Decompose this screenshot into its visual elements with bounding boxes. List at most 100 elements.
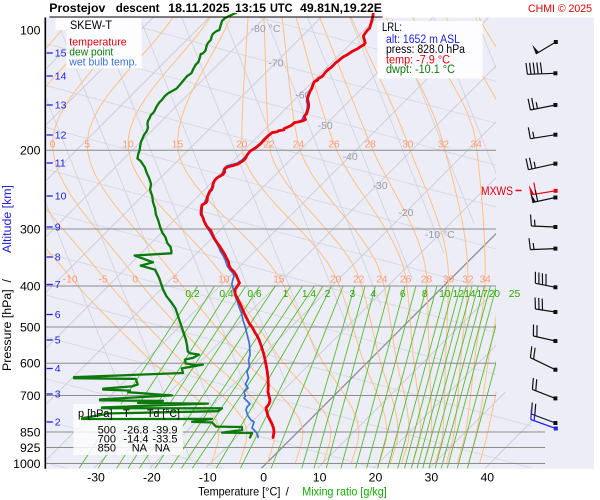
svg-text:Temperature [°C]: Temperature [°C]: [198, 486, 280, 499]
svg-text:-10 °C: -10 °C: [425, 229, 455, 241]
svg-text:6: 6: [400, 289, 406, 300]
svg-text:1.4: 1.4: [302, 289, 317, 300]
svg-text:49.81N,19.22E: 49.81N,19.22E: [300, 1, 382, 15]
svg-text:8: 8: [422, 289, 428, 300]
svg-text:/: /: [286, 486, 290, 499]
svg-text:12: 12: [55, 130, 67, 142]
svg-text:alt: 1652 m ASL: alt: 1652 m ASL: [386, 34, 461, 46]
svg-text:500: 500: [20, 320, 41, 334]
svg-text:700: 700: [20, 389, 41, 403]
svg-text:10: 10: [313, 471, 327, 485]
svg-text:25: 25: [509, 289, 521, 300]
svg-text:-5: -5: [99, 274, 108, 285]
svg-text:0.4: 0.4: [219, 289, 234, 300]
svg-text:22: 22: [353, 274, 365, 285]
svg-text:3: 3: [55, 389, 61, 401]
svg-text:13:15: 13:15: [235, 1, 266, 15]
svg-text:24: 24: [293, 139, 305, 150]
svg-text:5: 5: [55, 335, 61, 347]
svg-text:-70: -70: [268, 57, 283, 69]
svg-text:Td [°C]: Td [°C]: [147, 408, 180, 420]
svg-text:8: 8: [55, 252, 61, 264]
svg-text:925: 925: [20, 441, 41, 455]
svg-text:LRL:: LRL:: [382, 22, 402, 34]
svg-text:32: 32: [462, 274, 474, 285]
svg-text:34: 34: [479, 274, 491, 285]
svg-text:0: 0: [50, 139, 56, 150]
svg-text:-10: -10: [63, 274, 78, 285]
svg-text:-10: -10: [199, 471, 217, 485]
svg-text:NA: NA: [132, 443, 148, 455]
svg-text:13: 13: [55, 100, 67, 112]
svg-text:6: 6: [55, 309, 61, 321]
svg-text:dwpt: -10.1 °C: dwpt: -10.1 °C: [386, 64, 455, 76]
svg-text:2: 2: [325, 289, 331, 300]
svg-text:850: 850: [98, 443, 116, 455]
svg-text:-26.8: -26.8: [123, 425, 148, 437]
svg-text:T: T: [123, 408, 130, 420]
svg-text:Prostejov: Prostejov: [49, 1, 105, 15]
svg-text:NA: NA: [155, 443, 171, 455]
svg-text:UTC: UTC: [270, 1, 293, 15]
svg-text:descent: descent: [116, 1, 160, 15]
svg-text:1000: 1000: [13, 457, 41, 471]
svg-text:press: 828.0 hPa: press: 828.0 hPa: [386, 44, 466, 56]
svg-text:14: 14: [464, 289, 476, 300]
svg-text:7: 7: [55, 279, 61, 291]
svg-text:0.6: 0.6: [247, 289, 262, 300]
svg-text:wet bulb temp.: wet bulb temp.: [68, 57, 137, 69]
svg-text:700: 700: [98, 434, 116, 446]
svg-text:34: 34: [470, 139, 482, 150]
svg-text:-40: -40: [343, 151, 358, 163]
svg-text:-50: -50: [318, 120, 333, 132]
svg-text:-39.9: -39.9: [152, 425, 177, 437]
svg-text:18.11.2025: 18.11.2025: [168, 1, 230, 15]
svg-text:5: 5: [84, 139, 90, 150]
svg-text:24: 24: [376, 274, 388, 285]
svg-text:400: 400: [20, 279, 41, 293]
svg-text:-80 °C: -80 °C: [251, 23, 281, 35]
svg-text:0: 0: [260, 471, 267, 485]
svg-text:17: 17: [476, 289, 488, 300]
svg-text:Altitude [km]: Altitude [km]: [2, 185, 14, 253]
svg-text:-20: -20: [398, 207, 413, 219]
svg-text:20: 20: [236, 139, 248, 150]
svg-text:-30: -30: [87, 471, 105, 485]
svg-text:0.2: 0.2: [185, 289, 200, 300]
svg-text:28: 28: [421, 274, 433, 285]
svg-text:200: 200: [20, 144, 41, 158]
svg-text:100: 100: [20, 23, 41, 37]
svg-text:32: 32: [438, 139, 450, 150]
svg-text:850: 850: [20, 425, 41, 439]
svg-text:28: 28: [364, 139, 376, 150]
svg-text:12: 12: [453, 289, 465, 300]
svg-text:-33.5: -33.5: [152, 434, 177, 446]
svg-text:9: 9: [55, 222, 61, 234]
svg-text:15: 15: [273, 274, 285, 285]
svg-text:10: 10: [439, 289, 451, 300]
svg-text:22: 22: [263, 139, 275, 150]
svg-text:1: 1: [283, 289, 289, 300]
svg-text:11: 11: [55, 158, 66, 170]
svg-text:MXWS: MXWS: [481, 186, 513, 198]
svg-text:4: 4: [55, 363, 61, 375]
svg-text:CHMI © 2025: CHMI © 2025: [528, 3, 592, 15]
svg-text:26: 26: [400, 274, 412, 285]
svg-text:15: 15: [172, 139, 184, 150]
svg-text:4: 4: [370, 289, 376, 300]
svg-text:5: 5: [173, 274, 179, 285]
svg-text:Mixing ratio [g/kg]: Mixing ratio [g/kg]: [302, 486, 386, 499]
svg-text:0: 0: [132, 274, 138, 285]
svg-text:15: 15: [55, 48, 67, 60]
svg-text:30: 30: [425, 471, 439, 485]
svg-text:-14.4: -14.4: [123, 434, 148, 446]
svg-text:-30: -30: [372, 180, 387, 192]
svg-text:p [hPa]: p [hPa]: [78, 408, 113, 420]
svg-text:500: 500: [98, 425, 116, 437]
svg-text:Pressure [hPa] /: Pressure [hPa] /: [2, 278, 14, 371]
svg-text:2: 2: [55, 417, 61, 429]
svg-text:-20: -20: [143, 471, 161, 485]
svg-text:40: 40: [480, 471, 494, 485]
svg-text:20: 20: [330, 274, 342, 285]
svg-text:10: 10: [55, 191, 67, 203]
